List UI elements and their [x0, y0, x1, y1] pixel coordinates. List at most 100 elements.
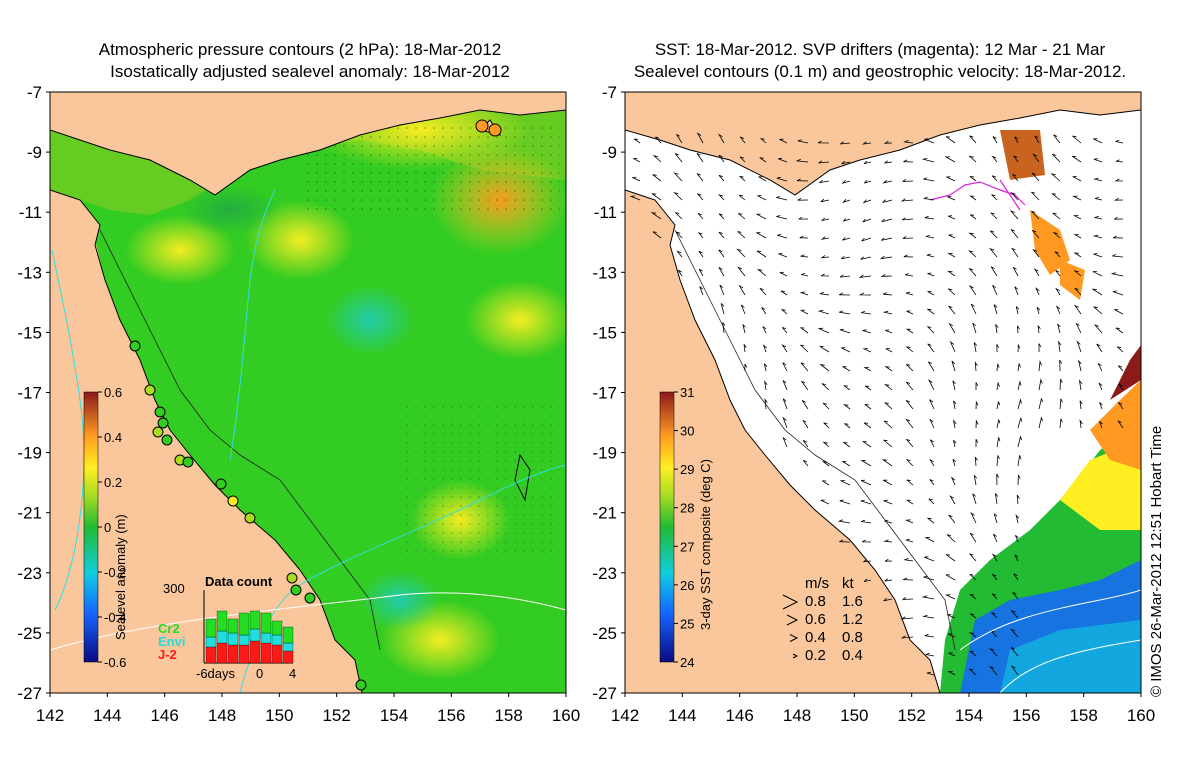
data-count-xlabel-zero: 0 [256, 666, 263, 681]
data-count-bar-segment [271, 644, 283, 664]
left-colorbar [83, 391, 99, 663]
tide-gauge-dot [182, 456, 194, 468]
velocity-arrow [948, 514, 956, 524]
velocity-arrow [1010, 665, 1019, 676]
velocity-arrow [924, 556, 935, 562]
right-colorbar [659, 391, 675, 663]
velocity-arrow [840, 141, 851, 145]
velocity-arrow [839, 274, 851, 278]
velocity-arrow [1072, 176, 1082, 182]
velocity-arrow [1052, 232, 1061, 239]
velocity-arrow [1031, 210, 1040, 220]
velocity-arrow [924, 138, 935, 144]
left-map [50, 92, 566, 693]
velocity-arrow [991, 612, 998, 619]
y-tick-label: -17 [17, 384, 42, 403]
velocity-arrow [884, 160, 893, 164]
sst-patch-north-3 [1060, 260, 1085, 300]
velocity-arrow [952, 419, 957, 429]
velocity-arrow [782, 437, 788, 448]
data-count-bar-segment [216, 630, 228, 644]
sealevel-contour-2 [999, 639, 1141, 693]
velocity-arrow [1015, 306, 1020, 315]
velocity-arrow [842, 404, 851, 410]
y-tick-label: -13 [592, 263, 617, 282]
velocity-arrow [906, 328, 914, 334]
velocity-arrow [953, 400, 957, 410]
velocity-arrow [996, 381, 1000, 391]
velocity-arrow [927, 272, 935, 277]
velocity-arrow [781, 309, 788, 315]
velocity-legend-header-kt: kt [842, 575, 855, 592]
velocity-arrow [996, 401, 1001, 410]
velocity-arrow [975, 382, 979, 390]
velocity-arrow [1017, 474, 1021, 486]
velocity-legend-kt: 0.4 [842, 647, 863, 664]
velocity-arrow [762, 326, 767, 334]
velocity-arrow [1073, 304, 1082, 315]
velocity-arrow [739, 175, 746, 182]
velocity-arrow [991, 175, 998, 182]
velocity-arrow [821, 217, 830, 221]
velocity-arrow [1017, 343, 1021, 353]
velocity-arrow [800, 309, 809, 315]
velocity-arrow [929, 399, 935, 410]
velocity-arrow [760, 138, 767, 144]
data-count-bar-segment [249, 628, 261, 642]
velocity-arrow [820, 236, 830, 240]
velocity-arrow [905, 519, 914, 524]
sealevel-contour-1 [959, 589, 1141, 651]
velocity-arrow [839, 499, 851, 505]
velocity-arrow [1079, 400, 1083, 410]
velocity-arrow [1117, 401, 1124, 410]
velocity-arrow [800, 327, 809, 334]
velocity-arrow [902, 577, 914, 581]
svp-drifter-track-2 [999, 179, 1021, 211]
y-tick-label: -23 [17, 564, 42, 583]
velocity-arrow [1115, 327, 1124, 334]
tide-gauge-markers [129, 119, 502, 691]
velocity-arrow [762, 344, 767, 353]
velocity-arrow [863, 160, 872, 164]
velocity-arrow [974, 456, 978, 467]
velocity-arrow [839, 310, 851, 315]
velocity-arrow [970, 303, 977, 315]
velocity-arrow [819, 363, 830, 372]
velocity-arrow [718, 213, 725, 220]
velocity-arrow [841, 347, 851, 353]
velocity-arrow [1035, 287, 1040, 296]
velocity-arrow [776, 196, 788, 201]
velocity-arrow [777, 234, 788, 239]
velocity-arrow [991, 155, 998, 163]
velocity-arrow [817, 309, 830, 315]
velocity-arrow [991, 593, 998, 600]
velocity-arrow [906, 438, 914, 448]
velocity-arrow [990, 266, 998, 277]
velocity-arrow [1110, 272, 1124, 277]
velocity-arrow [722, 322, 726, 334]
velocity-arrow [990, 230, 998, 239]
sst-patch-red [1110, 345, 1141, 400]
velocity-arrow [782, 362, 788, 372]
velocity-arrow [996, 419, 1001, 429]
x-tick-label: 150 [265, 706, 293, 725]
data-count-legend-envi: Envi [158, 634, 185, 649]
velocity-arrow [764, 398, 768, 410]
velocity-arrow [951, 360, 956, 372]
velocity-arrow [969, 268, 977, 277]
velocity-arrow [969, 650, 977, 657]
velocity-arrow [922, 614, 935, 619]
y-tick-label: -27 [17, 684, 42, 703]
sst-patch-cyan [1000, 620, 1141, 693]
velocity-arrow [782, 398, 788, 410]
velocity-arrow [991, 573, 998, 581]
x-tick-label: 148 [208, 706, 236, 725]
imos-credit: © IMOS 26-Mar-2012 12:51 Hobart Time [1148, 425, 1165, 697]
velocity-arrow [947, 196, 956, 201]
velocity-legend-header-ms: m/s [805, 575, 829, 592]
velocity-arrow [629, 195, 641, 201]
velocity-arrow [944, 594, 956, 600]
velocity-arrow [696, 153, 704, 163]
velocity-legend-kt: 1.2 [842, 611, 863, 628]
velocity-arrow [655, 136, 662, 144]
